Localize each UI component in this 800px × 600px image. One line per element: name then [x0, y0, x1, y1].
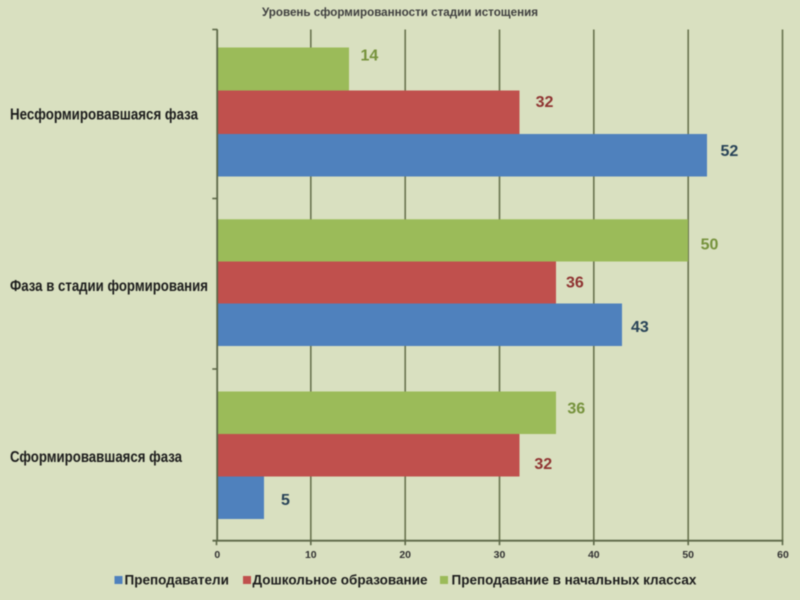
svg-text:32: 32	[534, 456, 552, 473]
svg-text:Сформировавшаяся фаза: Сформировавшаяся фаза	[10, 449, 182, 466]
svg-text:30: 30	[494, 549, 506, 561]
svg-text:Несформировавшаяся фаза: Несформировавшаяся фаза	[10, 107, 198, 124]
svg-text:40: 40	[588, 549, 600, 561]
svg-text:60: 60	[777, 549, 789, 561]
svg-text:52: 52	[721, 143, 739, 160]
svg-text:Уровень сформированности стади: Уровень сформированности стадии истощени…	[262, 5, 538, 19]
svg-text:32: 32	[536, 94, 554, 111]
svg-text:36: 36	[567, 401, 585, 418]
svg-text:14: 14	[361, 48, 379, 65]
svg-text:20: 20	[399, 549, 411, 561]
svg-text:43: 43	[631, 319, 649, 336]
svg-text:Преподавание в начальных класс: Преподавание в начальных классах	[452, 573, 697, 588]
svg-text:Дошкольное образование: Дошкольное образование	[253, 573, 429, 588]
svg-text:36: 36	[566, 275, 584, 292]
svg-text:5: 5	[281, 492, 290, 509]
svg-text:Фаза в стадии формирования: Фаза в стадии формирования	[10, 278, 208, 295]
svg-text:50: 50	[701, 236, 719, 253]
svg-text:50: 50	[682, 549, 694, 561]
svg-text:10: 10	[305, 549, 317, 561]
svg-text:Преподаватели: Преподаватели	[125, 573, 229, 588]
svg-text:0: 0	[214, 549, 220, 561]
